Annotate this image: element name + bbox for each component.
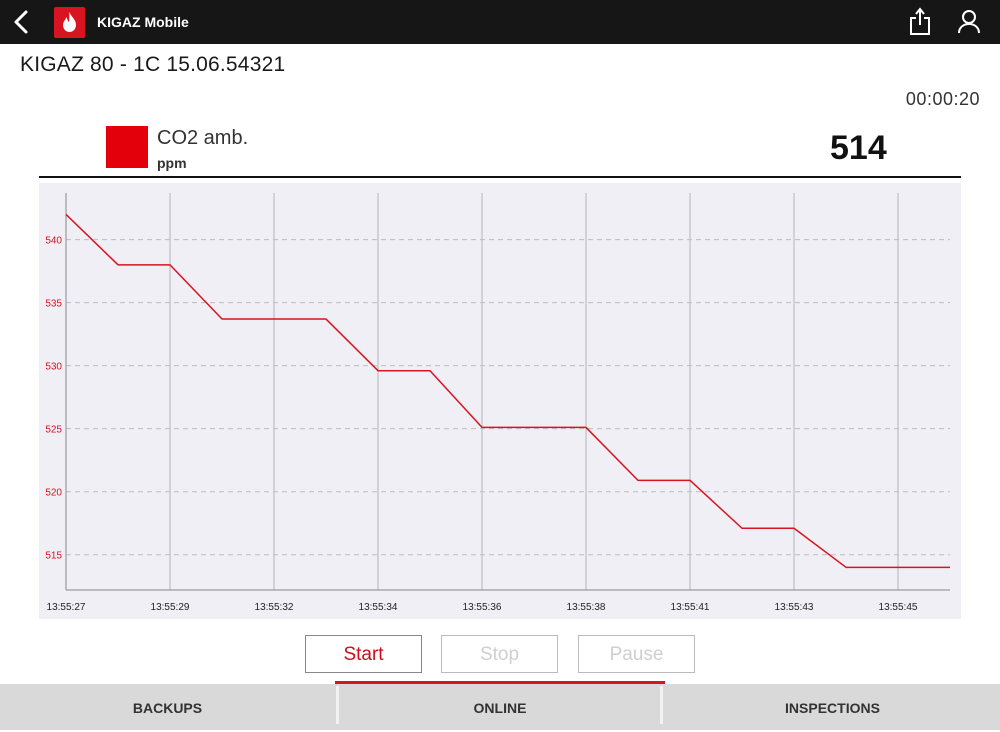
- chart-background: [39, 183, 961, 619]
- pause-button[interactable]: Pause: [578, 635, 695, 673]
- device-title: KIGAZ 80 - 1C 15.06.54321: [20, 53, 285, 77]
- header-divider: [39, 176, 961, 178]
- x-tick-label: 13:55:36: [463, 602, 502, 613]
- start-button[interactable]: Start: [305, 635, 422, 673]
- series-color-swatch: [106, 126, 148, 168]
- user-button[interactable]: [955, 8, 983, 36]
- app-logo: [54, 7, 85, 38]
- y-tick-label: 515: [45, 551, 62, 562]
- chevron-left-icon: [8, 7, 38, 37]
- tab-online[interactable]: ONLINE: [335, 684, 665, 730]
- app-header: KIGAZ Mobile: [0, 0, 1000, 44]
- x-tick-label: 13:55:27: [47, 602, 86, 613]
- parameter-unit: ppm: [157, 155, 187, 171]
- y-tick-label: 530: [45, 362, 62, 373]
- tab-inspections[interactable]: INSPECTIONS: [665, 684, 1000, 730]
- back-button[interactable]: [8, 7, 38, 37]
- x-tick-label: 13:55:45: [879, 602, 918, 613]
- y-tick-label: 525: [45, 425, 62, 436]
- x-tick-label: 13:55:41: [671, 602, 710, 613]
- app-title: KIGAZ Mobile: [97, 14, 189, 30]
- x-tick-label: 13:55:43: [775, 602, 814, 613]
- user-icon: [955, 8, 983, 36]
- chart-area: 515 520 525 530 535 540 13:55:27 13:55:29 13:55:…: [39, 183, 961, 619]
- x-tick-label: 13:55:29: [151, 602, 190, 613]
- tab-backups[interactable]: BACKUPS: [0, 684, 335, 730]
- elapsed-timer: 00:00:20: [906, 89, 980, 110]
- parameter-value: 514: [830, 129, 887, 168]
- tab-separator: [660, 686, 663, 724]
- y-tick-label: 535: [45, 299, 62, 310]
- share-button[interactable]: [905, 6, 935, 38]
- x-tick-label: 13:55:34: [359, 602, 398, 613]
- parameter-name: CO2 amb.: [157, 127, 248, 150]
- stop-button[interactable]: Stop: [441, 635, 558, 673]
- y-tick-label: 540: [45, 236, 62, 247]
- co2-line-chart: 515 520 525 530 535 540 13:55:27 13:55:29 13:55:…: [39, 183, 961, 619]
- x-tick-label: 13:55:38: [567, 602, 606, 613]
- share-icon: [905, 6, 935, 38]
- y-tick-label: 520: [45, 488, 62, 499]
- flame-icon: [54, 7, 85, 38]
- bottom-tab-bar: BACKUPS ONLINE INSPECTIONS: [0, 684, 1000, 730]
- x-tick-label: 13:55:32: [255, 602, 294, 613]
